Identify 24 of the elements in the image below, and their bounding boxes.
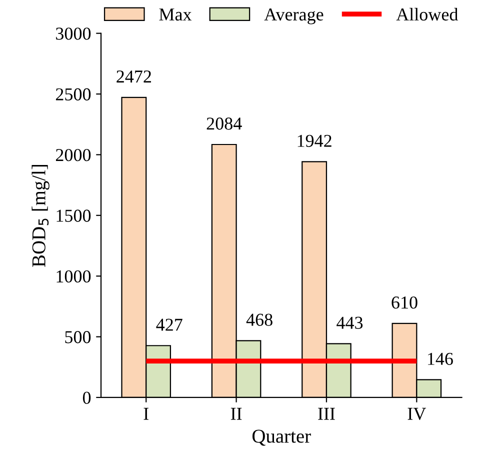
legend-label: Average <box>264 8 324 24</box>
x-tick-label: I <box>144 408 148 420</box>
y-tick-label: 2000 <box>56 148 91 162</box>
data-label: 610 <box>392 296 418 309</box>
y-axis-title: BOD$_{5}$ [mg/l] <box>32 164 50 267</box>
data-label: 2084 <box>206 118 242 130</box>
data-label: 443 <box>336 316 363 329</box>
x-tick-label: IV <box>408 408 426 420</box>
x-tick-label: II <box>230 408 242 420</box>
legend-label: Allowed <box>396 8 458 21</box>
y-tick-label: 500 <box>65 331 91 344</box>
legend-label: Max <box>159 8 192 21</box>
y-tick-label: 3000 <box>56 28 91 40</box>
data-label: 2472 <box>116 70 151 82</box>
x-axis-title: Quarter <box>252 430 311 446</box>
y-tick-label: 2500 <box>56 88 91 100</box>
y-tick-label: 1500 <box>56 210 91 222</box>
data-label: 427 <box>156 318 182 331</box>
x-tick-label: III <box>318 408 335 420</box>
y-tick-label: 1000 <box>56 270 91 283</box>
data-label: 468 <box>246 314 272 326</box>
data-label: 1942 <box>298 134 332 147</box>
y-tick-label: 0 <box>82 392 91 404</box>
data-label: 146 <box>428 352 453 365</box>
